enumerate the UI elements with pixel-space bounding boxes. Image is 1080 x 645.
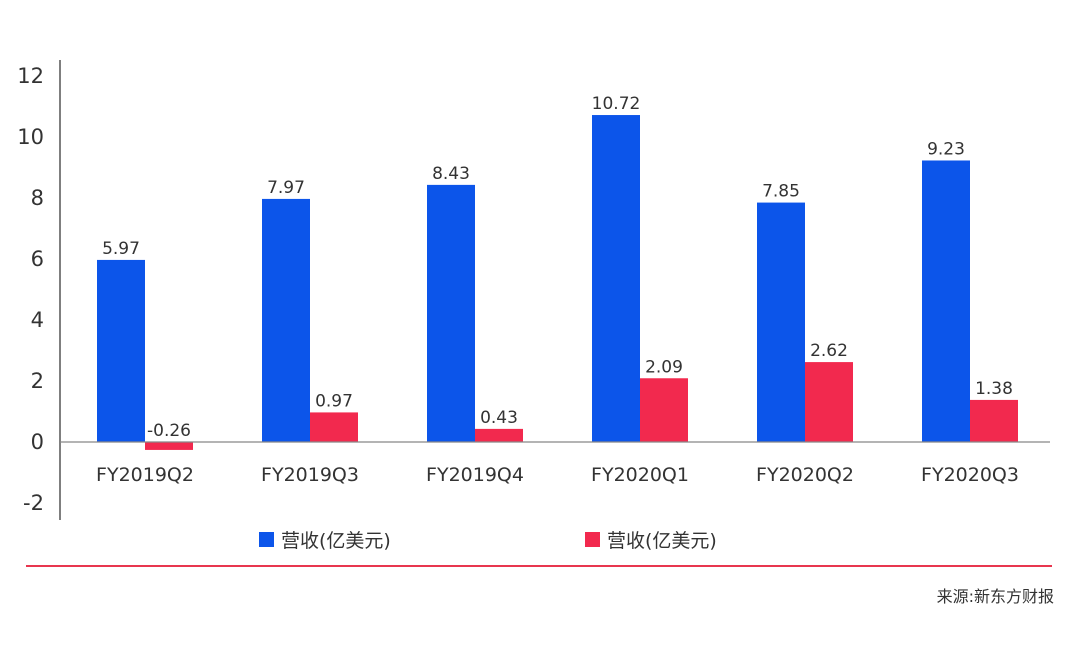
data-label: 7.85 (762, 182, 800, 202)
data-label: -0.26 (147, 421, 191, 441)
data-label: 8.43 (432, 164, 470, 184)
bar-red-fy2019q4 (475, 428, 523, 442)
revenue-bar-chart: 12 10 8 6 4 2 0 -2 5.97 -0.26 FY2019Q2 7.97 0.97 FY20… (17, 60, 1050, 520)
data-label: 1.38 (975, 379, 1013, 399)
y-tick-label: 0 (31, 430, 44, 454)
bar-blue-fy2019q3 (262, 198, 310, 442)
legend-swatch-red (585, 532, 600, 547)
bar-red-fy2019q2 (145, 442, 193, 450)
data-label: 7.97 (267, 178, 305, 198)
data-label: 2.62 (810, 341, 848, 361)
bar-red-fy2019q3 (310, 412, 358, 442)
x-category-label: FY2019Q3 (261, 464, 359, 486)
data-label: 10.72 (592, 94, 641, 114)
y-tick-label: 2 (31, 369, 44, 393)
y-tick-label: 12 (17, 64, 44, 88)
y-tick-label: 4 (31, 308, 44, 332)
x-category-label: FY2020Q2 (756, 464, 854, 486)
bar-blue-fy2020q2 (757, 202, 805, 442)
bar-blue-fy2019q4 (427, 184, 475, 442)
legend-item-series-2: 营收(亿美元) (585, 526, 717, 553)
legend-item-series-1: 营收(亿美元) (259, 526, 391, 553)
x-category-label: FY2019Q2 (96, 464, 194, 486)
data-label: 0.97 (315, 391, 353, 411)
x-category-label: FY2020Q1 (591, 464, 689, 486)
x-category-label: FY2020Q3 (921, 464, 1019, 486)
x-category-label: FY2019Q4 (426, 464, 524, 486)
bar-blue-fy2020q3 (922, 160, 970, 443)
legend-label-series-1: 营收(亿美元) (281, 530, 391, 552)
data-label: 2.09 (645, 357, 683, 377)
y-tick-label: 8 (31, 186, 44, 210)
y-tick-label: -2 (23, 491, 44, 515)
data-label: 9.23 (927, 139, 965, 159)
bar-red-fy2020q1 (640, 378, 688, 442)
data-label: 0.43 (480, 408, 518, 428)
bar-red-fy2020q2 (805, 362, 853, 442)
legend-label-series-2: 营收(亿美元) (607, 530, 717, 552)
bar-blue-fy2019q2 (97, 259, 145, 442)
bar-red-fy2020q3 (970, 399, 1018, 442)
bar-blue-fy2020q1 (592, 115, 640, 442)
legend-swatch-blue (259, 532, 274, 547)
y-tick-label: 10 (17, 125, 44, 149)
source-note: 来源:新东方财报 (936, 587, 1054, 606)
data-label: 5.97 (102, 239, 140, 259)
footer-divider (26, 565, 1052, 567)
y-tick-label: 6 (31, 247, 44, 271)
